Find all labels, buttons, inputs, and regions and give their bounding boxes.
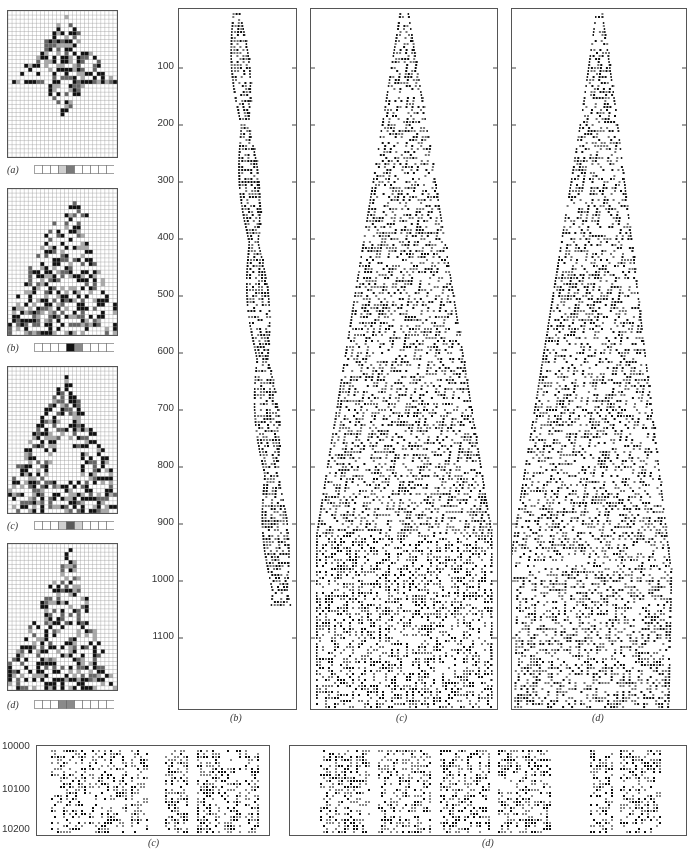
rule-cell [82, 165, 91, 174]
small-panel-c-rule-strip [34, 521, 114, 530]
main-panel-c-label: (c) [396, 713, 408, 724]
rule-cell [50, 343, 59, 352]
axis-tick-label: 10200 [2, 824, 30, 835]
rule-cell [34, 700, 43, 709]
rule-cell [66, 343, 75, 352]
main-panel-d [511, 8, 687, 710]
small-panel-b [7, 188, 118, 336]
rule-cell [50, 700, 59, 709]
rule-cell [74, 343, 83, 352]
main-panel-b-label: (b) [230, 713, 242, 724]
rule-cell [82, 343, 91, 352]
axis-tick-label: 400 [157, 232, 174, 243]
small-panel-a-pattern [8, 11, 117, 157]
rule-cell [106, 700, 114, 709]
rule-cell [98, 700, 107, 709]
rule-cell [58, 521, 67, 530]
small-panel-a-label: (a) [7, 165, 19, 176]
axis-tick-label: 300 [157, 175, 174, 186]
main-panel-c [310, 8, 498, 710]
rule-cell [66, 521, 75, 530]
rule-cell [74, 700, 83, 709]
main-axis: 100 200 300 400 500 600 700 800 900 1000 1100 [150, 0, 176, 720]
small-panel-b-pattern [8, 189, 117, 335]
small-panel-b-label: (b) [7, 343, 19, 354]
rule-cell [74, 165, 83, 174]
bottom-panel-c-pattern [51, 750, 259, 833]
bottom-panel-c [36, 745, 270, 836]
axis-tick-label: 1100 [152, 631, 174, 642]
main-panel-b [178, 8, 297, 710]
axis-tick-label: 900 [157, 517, 174, 528]
rule-cell [90, 343, 99, 352]
small-panel-c [7, 366, 118, 514]
rule-cell [106, 343, 114, 352]
rule-cell [66, 700, 75, 709]
rule-cell [42, 165, 51, 174]
small-panel-d [7, 543, 118, 691]
axis-tick-label: 800 [157, 460, 174, 471]
bottom-panel-d [289, 745, 687, 836]
rule-cell [90, 700, 99, 709]
axis-tick-label: 1000 [151, 574, 174, 585]
rule-cell [58, 165, 67, 174]
small-panel-d-pattern [8, 544, 117, 690]
rule-cell [98, 343, 107, 352]
axis-tick-label: 200 [157, 118, 174, 129]
rule-cell [42, 700, 51, 709]
axis-tick-label: 10100 [2, 784, 30, 795]
rule-cell [50, 165, 59, 174]
rule-cell [50, 521, 59, 530]
axis-tick-label: 100 [157, 61, 174, 72]
small-panel-c-pattern [8, 367, 117, 513]
bottom-axis: 10000 10100 10200 [0, 740, 40, 840]
rule-cell [34, 521, 43, 530]
rule-cell [34, 165, 43, 174]
small-panel-a [7, 10, 118, 158]
rule-cell [58, 343, 67, 352]
axis-tick-label: 700 [157, 403, 174, 414]
main-panel-d-label: (d) [592, 713, 604, 724]
small-panel-d-rule-strip [34, 700, 114, 709]
rule-cell [66, 165, 75, 174]
rule-cell [98, 521, 107, 530]
axis-tick-label: 10000 [2, 741, 30, 752]
rule-cell [82, 521, 91, 530]
small-panel-b-rule-strip [34, 343, 114, 352]
rule-cell [42, 521, 51, 530]
main-panel-d-pattern [512, 13, 686, 708]
bottom-panel-d-label: (d) [482, 838, 494, 849]
rule-cell [74, 521, 83, 530]
small-panel-a-rule-strip [34, 165, 114, 174]
small-panel-d-label: (d) [7, 700, 19, 711]
main-panel-b-pattern [179, 13, 296, 639]
rule-cell [106, 521, 114, 530]
rule-cell [90, 165, 99, 174]
bottom-panel-c-label: (c) [148, 838, 160, 849]
rule-cell [98, 165, 107, 174]
bottom-panel-d-pattern [320, 750, 661, 833]
axis-tick-label: 500 [157, 289, 174, 300]
small-panel-c-label: (c) [7, 521, 19, 532]
rule-cell [34, 343, 43, 352]
main-panel-c-pattern [311, 13, 497, 708]
rule-cell [42, 343, 51, 352]
rule-cell [90, 521, 99, 530]
rule-cell [58, 700, 67, 709]
axis-tick-label: 600 [157, 346, 174, 357]
rule-cell [106, 165, 114, 174]
rule-cell [82, 700, 91, 709]
